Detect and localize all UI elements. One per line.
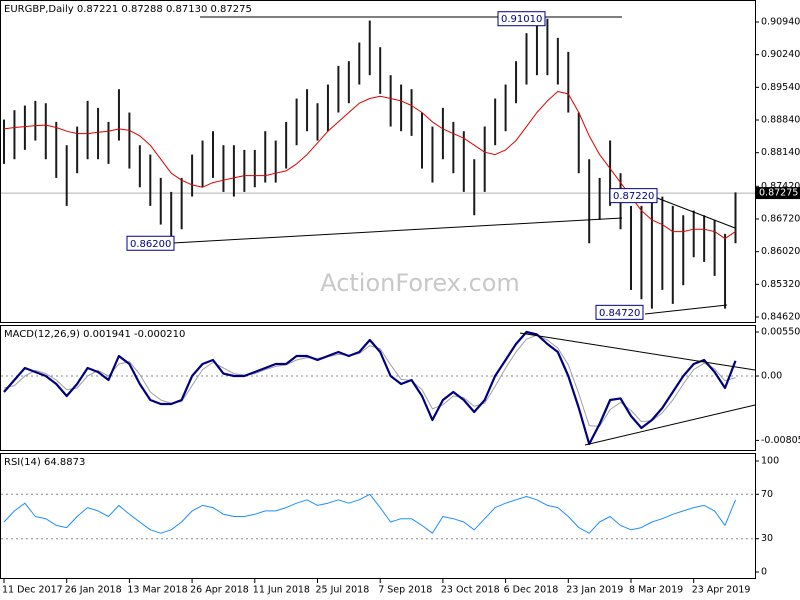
- last-price-tag: [756, 187, 800, 200]
- y-tick-label: 0.86720: [761, 213, 800, 224]
- y-tick-label: 0.86020: [761, 246, 800, 257]
- panel-frame: [0, 325, 756, 451]
- y-tick-label: 0.88840: [761, 115, 800, 126]
- y-tick-label: 70: [761, 489, 773, 500]
- y-tick-label: 100: [761, 455, 779, 466]
- panel-title: RSI(14) 64.8873: [4, 457, 85, 468]
- x-tick-label: 26 Jan 2018: [65, 585, 122, 596]
- x-tick-label: 23 Oct 2018: [441, 585, 500, 596]
- y-tick-label: 0.84620: [761, 312, 800, 323]
- rsi-line: [3, 493, 736, 534]
- y-tick-label: 0.89540: [761, 82, 800, 93]
- annotation-label: 0.86200: [130, 239, 171, 250]
- trend-line: [651, 195, 736, 229]
- y-tick-label: 0.85320: [761, 279, 800, 290]
- y-tick-label: 0.87420: [761, 181, 800, 192]
- last-price-label: 0.87275: [759, 188, 798, 199]
- x-tick-label: 7 Sep 2018: [378, 585, 432, 596]
- y-tick-label: 0: [761, 567, 767, 578]
- x-tick-label: 25 Jul 2018: [316, 585, 370, 596]
- y-tick-label: -0.00805: [761, 435, 800, 446]
- watermark: ActionForex.com: [320, 269, 520, 297]
- x-tick-label: 11 Dec 2017: [2, 585, 63, 596]
- macd-line: [3, 330, 737, 446]
- annotation-box: [609, 188, 658, 204]
- x-tick-label: 26 Apr 2018: [190, 585, 249, 596]
- panel-frame: [0, 0, 756, 323]
- y-tick-label: 0.90240: [761, 49, 800, 60]
- panel-title: EURGBP,Daily 0.87221 0.87288 0.87130 0.8…: [4, 4, 252, 15]
- y-tick-label: 0.005504: [761, 326, 800, 337]
- y-tick-label: 30: [761, 533, 773, 544]
- annotation-label: 0.84720: [599, 308, 640, 319]
- x-tick-label: 23 Apr 2019: [692, 585, 751, 596]
- x-tick-label: 8 Mar 2019: [629, 585, 683, 596]
- y-tick-label: 0.00: [761, 371, 782, 382]
- x-tick-label: 13 Mar 2018: [127, 585, 187, 596]
- x-tick-label: 6 Dec 2018: [504, 585, 559, 596]
- panel-frame: [0, 453, 756, 579]
- y-tick-label: 0.90940: [761, 16, 800, 27]
- trend-line: [584, 404, 756, 446]
- annotation-label: 0.87220: [613, 191, 654, 202]
- moving-average: [3, 91, 736, 240]
- y-tick-label: 0.88140: [761, 147, 800, 158]
- annotation-box: [126, 235, 175, 251]
- x-tick-label: 23 Jan 2019: [566, 585, 623, 596]
- x-tick-label: 11 Jun 2018: [253, 585, 310, 596]
- trend-line: [172, 217, 623, 244]
- annotation-label: 0.91010: [501, 14, 542, 25]
- trend-line: [519, 332, 756, 371]
- annotation-box: [595, 304, 644, 320]
- panel-title: MACD(12,26,9) 0.001941 -0.000210: [4, 329, 185, 340]
- trend-line: [644, 304, 728, 315]
- annotation-box: [497, 11, 546, 27]
